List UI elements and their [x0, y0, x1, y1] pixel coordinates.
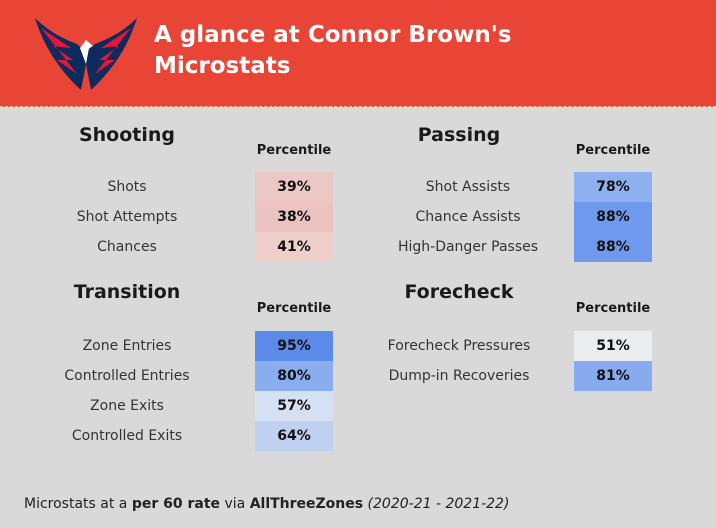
- stat-label: High-Danger Passes: [397, 239, 539, 255]
- footer-note: Microstats at a per 60 rate via AllThree…: [24, 496, 509, 512]
- stat-label: Shot Assists: [425, 179, 511, 195]
- percentile-cell: 38%: [255, 202, 333, 232]
- section-title: Passing: [417, 124, 501, 146]
- title-line-2: Microstats: [154, 53, 291, 79]
- section-title: Transition: [73, 281, 181, 303]
- footer-span: (2020-21 - 2021-22): [363, 496, 510, 512]
- stat-label: Shots: [107, 179, 147, 195]
- percentile-header: Percentile: [575, 143, 651, 158]
- stat-label: Zone Entries: [82, 338, 172, 354]
- percentile-cell: 78%: [574, 172, 652, 202]
- footer-prefix: Microstats at a: [24, 496, 132, 512]
- stat-label: Shot Attempts: [76, 209, 178, 225]
- capitals-eagle-logo: [35, 18, 137, 90]
- stat-label: Dump-in Recoveries: [388, 368, 530, 384]
- stat-label: Zone Exits: [90, 398, 164, 414]
- section-title: Shooting: [78, 124, 176, 146]
- title-line-1: A glance at Connor Brown's: [154, 22, 512, 48]
- percentile-cell: 81%: [574, 361, 652, 391]
- section-title: Forecheck: [404, 281, 514, 303]
- stat-label: Chance Assists: [415, 209, 521, 225]
- stat-label: Chances: [97, 239, 157, 255]
- stat-label: Forecheck Pressures: [387, 338, 531, 354]
- percentile-cell: 41%: [255, 232, 333, 262]
- percentile-header: Percentile: [256, 143, 332, 158]
- percentile-cell: 88%: [574, 202, 652, 232]
- percentile-cell: 39%: [255, 172, 333, 202]
- percentile-header: Percentile: [256, 301, 332, 316]
- footer-source: AllThreeZones: [249, 496, 364, 512]
- stat-label: Controlled Entries: [64, 368, 190, 384]
- stat-label: Controlled Exits: [71, 428, 183, 444]
- percentile-cell: 80%: [255, 361, 333, 391]
- percentile-cell: 88%: [574, 232, 652, 262]
- percentile-cell: 95%: [255, 331, 333, 361]
- percentile-cell: 57%: [255, 391, 333, 421]
- percentile-cell: 51%: [574, 331, 652, 361]
- percentile-header: Percentile: [575, 301, 651, 316]
- percentile-cell: 64%: [255, 421, 333, 451]
- footer-rate: per 60 rate: [131, 496, 221, 512]
- header: A glance at Connor Brown's Microstats: [0, 0, 716, 107]
- footer-via: via: [220, 496, 250, 512]
